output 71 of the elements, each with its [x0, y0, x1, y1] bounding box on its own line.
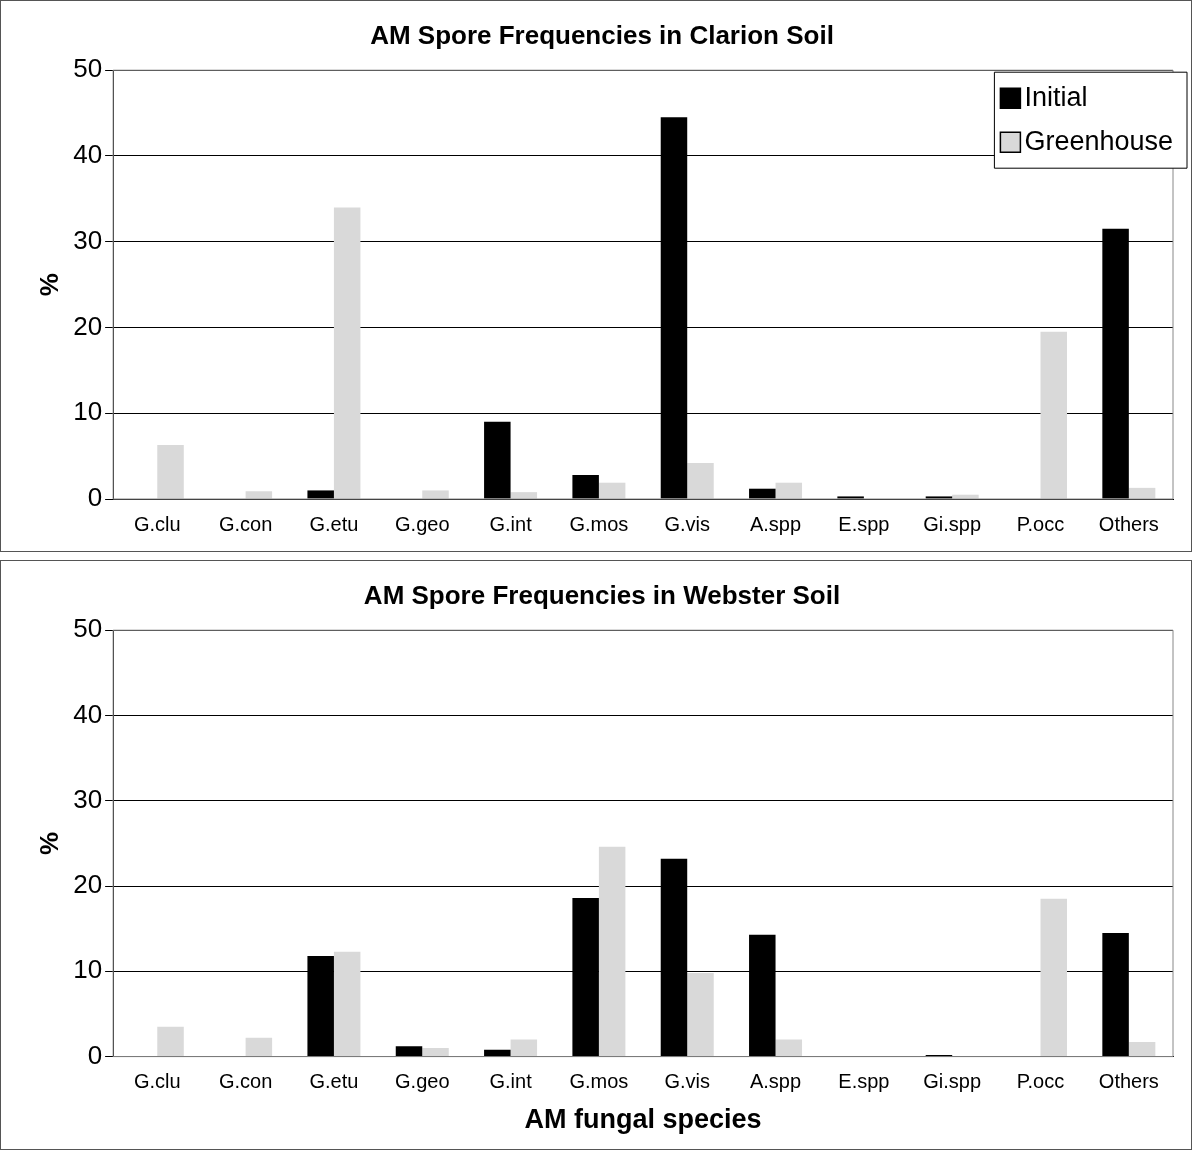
bar [245, 491, 273, 499]
x-tick-label: G.vis [664, 1070, 710, 1093]
bar [245, 1037, 273, 1057]
bar [333, 951, 361, 1057]
y-tick-label: 30 [73, 783, 103, 814]
y-tick-label: 10 [73, 396, 103, 427]
y-tick-label: 50 [73, 613, 103, 644]
y-tick-label: 50 [73, 53, 103, 84]
legend-label: Initial [1024, 81, 1088, 112]
x-tick-label: P.occ [1016, 512, 1065, 535]
bar [307, 490, 334, 499]
x-tick-label: G.clu [133, 512, 181, 535]
bar [395, 1046, 423, 1057]
y-tick-label: 10 [73, 954, 103, 985]
bar [1040, 898, 1068, 1057]
bar [837, 496, 864, 499]
y-tick-label: 40 [73, 139, 103, 170]
y-tick-label: 0 [87, 1039, 103, 1070]
x-tick-label: Gi.spp [923, 512, 982, 535]
x-tick-label: E.spp [838, 1070, 890, 1093]
bar [749, 488, 776, 499]
y-axis-title: % [33, 273, 64, 297]
y-tick-label: 40 [73, 698, 103, 729]
bar [1128, 1042, 1156, 1057]
x-tick-label: G.geo [395, 1070, 450, 1093]
y-tick-label: 20 [73, 310, 103, 341]
x-tick-label: G.mos [569, 1070, 629, 1093]
x-tick-label: Others [1098, 1070, 1159, 1093]
x-tick-label: G.geo [395, 512, 450, 535]
chart-title: AM Spore Frequencies in Webster Soil [363, 579, 841, 610]
x-tick-label: G.con [218, 1070, 273, 1093]
x-axis-title: AM fungal species [524, 1104, 762, 1135]
bar [510, 1039, 538, 1057]
x-tick-label: A.spp [749, 1070, 802, 1093]
bar [687, 462, 714, 499]
bar [1040, 331, 1068, 499]
bar [422, 490, 449, 499]
y-axis-title: % [33, 831, 64, 855]
x-tick-label: G.int [489, 1070, 533, 1093]
x-tick-label: Gi.spp [923, 1070, 982, 1093]
bar [157, 1026, 184, 1057]
bar [775, 1039, 803, 1057]
bar [333, 207, 361, 499]
y-tick-label: 30 [73, 224, 103, 255]
x-tick-label: G.etu [309, 1070, 359, 1093]
x-tick-label: Others [1098, 512, 1159, 535]
x-tick-label: G.con [218, 512, 273, 535]
bar [775, 482, 803, 499]
y-tick-label: 0 [87, 482, 103, 513]
bar [598, 846, 626, 1057]
x-tick-label: G.etu [309, 512, 359, 535]
x-tick-label: G.clu [133, 1070, 181, 1093]
x-tick-label: A.spp [749, 512, 802, 535]
bar [572, 474, 599, 499]
x-tick-label: P.occ [1016, 1070, 1065, 1093]
x-tick-label: E.spp [838, 512, 890, 535]
bar [484, 1049, 511, 1057]
bar [484, 421, 511, 499]
x-tick-label: G.mos [569, 512, 629, 535]
bar [422, 1048, 449, 1057]
x-tick-label: G.vis [664, 512, 710, 535]
bar [510, 492, 538, 499]
bar [157, 444, 184, 499]
bar [687, 973, 714, 1057]
bar [1128, 487, 1156, 499]
chart-title: AM Spore Frequencies in Clarion Soil [370, 19, 834, 50]
bar [925, 496, 953, 499]
x-tick-label: G.int [489, 512, 533, 535]
y-tick-label: 20 [73, 869, 103, 900]
legend-label: Greenhouse [1024, 125, 1173, 156]
bar [598, 482, 626, 499]
